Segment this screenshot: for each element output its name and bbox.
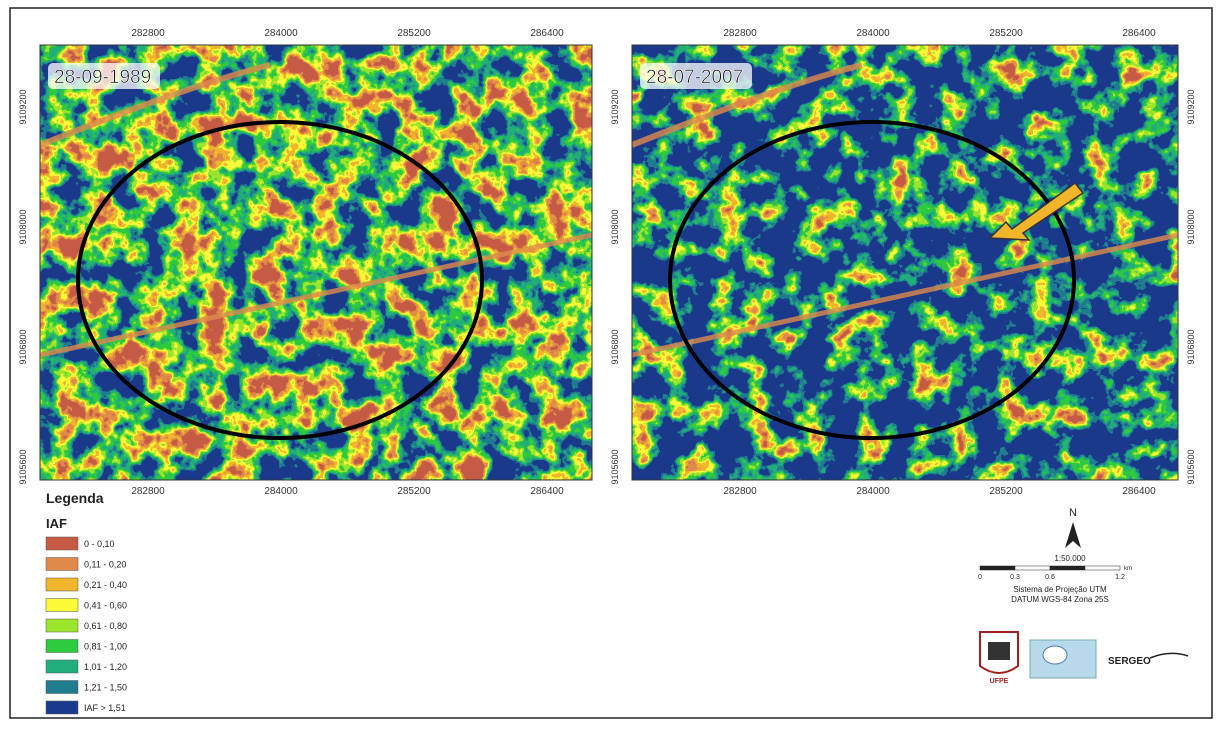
x-coordinate: 286400 — [530, 28, 564, 39]
x-coordinate: 282800 — [131, 28, 165, 39]
legend-swatch — [46, 537, 78, 550]
datum: DATUM WGS-84 Zona 25S — [1011, 595, 1109, 604]
legend-swatch — [46, 660, 78, 673]
scale-segment — [1085, 566, 1120, 570]
x-coordinate: 286400 — [1122, 486, 1156, 497]
x-coordinate: 286400 — [530, 486, 564, 497]
legend-label: 0,61 - 0,80 — [84, 621, 127, 631]
legend-label: 0 - 0,10 — [84, 539, 115, 549]
legend-label: 1,01 - 1,20 — [84, 662, 127, 672]
x-coordinate: 285200 — [397, 28, 431, 39]
x-coordinate: 285200 — [397, 486, 431, 497]
projection: Sistema de Projeção UTM — [1013, 585, 1107, 594]
y-coordinate: 9108000 — [610, 209, 620, 244]
x-coordinate: 284000 — [264, 28, 298, 39]
legend-label: 0,11 - 0,20 — [84, 560, 126, 570]
legend-label: 0,81 - 1,00 — [84, 642, 127, 652]
map-panel — [40, 45, 592, 480]
y-coordinate: 9109200 — [610, 89, 620, 124]
scale-tick: 1.2 — [1115, 574, 1125, 581]
y-coordinate: 9105600 — [610, 449, 620, 484]
x-coordinate: 282800 — [723, 28, 757, 39]
figure: 28-09-1989 282800 282800 284000 284000 285200… — [0, 0, 1221, 726]
x-coordinate: 284000 — [264, 486, 298, 497]
page: {"maps": [{"date": "28-09-1989"}, {"date… — [0, 0, 1221, 726]
date-label: 28-07-2007 — [646, 67, 743, 88]
legend-label: 0,21 - 0,40 — [84, 580, 127, 590]
scale-segment — [1050, 566, 1085, 570]
date-label: 28-09-1989 — [54, 67, 151, 88]
legend-swatch — [46, 578, 78, 591]
legend-swatch — [46, 599, 78, 612]
y-coordinate: 9109200 — [18, 89, 28, 124]
legend-subtitle: IAF — [46, 516, 67, 531]
y-coordinate: 9105600 — [18, 449, 28, 484]
legend-swatch — [46, 640, 78, 653]
x-coordinate: 285200 — [989, 486, 1023, 497]
legend-label: IAF > 1,51 — [84, 703, 126, 713]
logo-mark — [1043, 646, 1067, 664]
x-coordinate: 284000 — [856, 28, 890, 39]
north-label: N — [1069, 507, 1077, 519]
y-coordinate: 9106800 — [610, 329, 620, 364]
legend-title: Legenda — [46, 490, 104, 506]
legend-swatch — [46, 619, 78, 632]
logo-text: SERGEO — [1108, 656, 1151, 667]
map-panel — [632, 45, 1178, 480]
y-coordinate: 9108000 — [1186, 209, 1196, 244]
x-coordinate: 284000 — [856, 486, 890, 497]
scale-tick: 0 — [978, 574, 982, 581]
y-coordinate: 9108000 — [18, 209, 28, 244]
y-coordinate: 9106800 — [18, 329, 28, 364]
logo-text: UFPE — [990, 678, 1009, 685]
legend-swatch — [46, 701, 78, 714]
y-coordinate: 9105600 — [1186, 449, 1196, 484]
y-coordinate: 9109200 — [1186, 89, 1196, 124]
legend-swatch — [46, 681, 78, 694]
y-coordinate: 9106800 — [1186, 329, 1196, 364]
legend-label: 1,21 - 1,50 — [84, 683, 127, 693]
scale-segment — [1015, 566, 1050, 570]
scale-tick: 0.6 — [1045, 574, 1055, 581]
x-coordinate: 282800 — [131, 486, 165, 497]
x-coordinate: 285200 — [989, 28, 1023, 39]
scale-segment — [980, 566, 1015, 570]
legend-swatch — [46, 558, 78, 571]
x-coordinate: 282800 — [723, 486, 757, 497]
x-coordinate: 286400 — [1122, 28, 1156, 39]
legend-label: 0,41 - 0,60 — [84, 601, 127, 611]
scale-unit: km — [1124, 566, 1132, 572]
scale-ratio: 1:50.000 — [1054, 554, 1086, 563]
logo-emblem — [988, 642, 1010, 660]
scale-tick: 0.3 — [1010, 574, 1020, 581]
